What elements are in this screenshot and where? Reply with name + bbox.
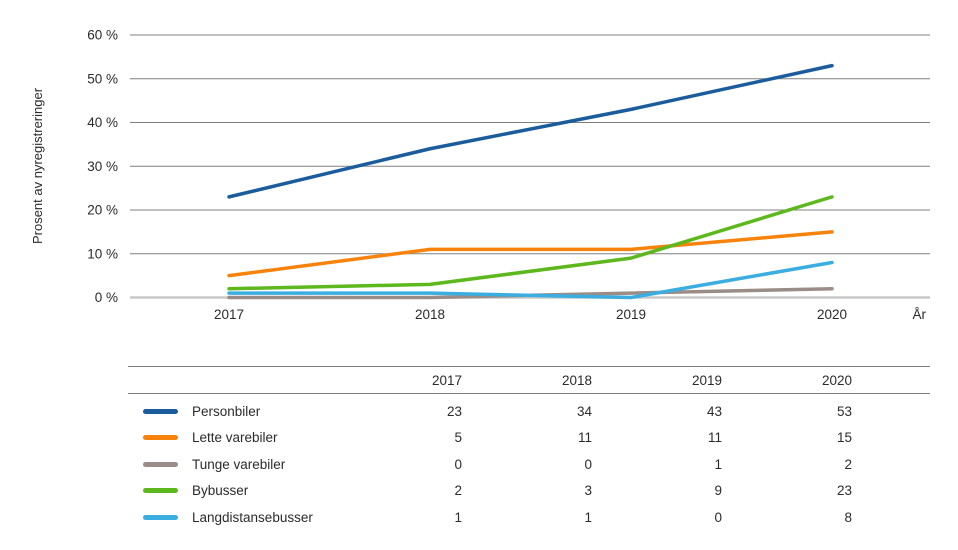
table-header-row: 2017 2018 2019 2020: [128, 366, 930, 394]
series-name-cell: Bybusser: [128, 483, 332, 498]
line-chart: 0 % 10 % 20 % 30 % 40 % 50 % 60 % Prosent av ny…: [30, 28, 930, 322]
value-cell: 2: [844, 456, 852, 472]
y-tick-label: 30 %: [87, 159, 118, 174]
year-header: 2019: [691, 372, 722, 388]
year-header: 2020: [821, 372, 852, 388]
y-tick-label: 10 %: [87, 246, 118, 261]
y-tick-label: 40 %: [87, 115, 118, 130]
x-tick-label: 2017: [214, 307, 244, 322]
legend-swatch: [143, 514, 178, 520]
series-name: Personbiler: [192, 403, 261, 419]
value-cell: 8: [844, 509, 852, 525]
legend-swatch: [143, 461, 178, 467]
x-tick-label: 2020: [817, 307, 847, 322]
year-header: 2017: [431, 372, 462, 388]
y-tick-label: 20 %: [87, 203, 118, 218]
value-cell: 0: [584, 456, 592, 472]
legend-swatch: [143, 488, 178, 494]
legend-table: 2017 2018 2019 2020 Personbiler 23 34 43 53 Lett…: [128, 366, 930, 531]
value-cell: 9: [714, 483, 722, 499]
series-name: Langdistansebusser: [192, 509, 313, 525]
series-name: Bybusser: [192, 483, 249, 499]
value-cell: 34: [576, 403, 592, 419]
value-cell: 23: [446, 403, 462, 419]
table-row: Langdistansebusser 1 1 0 8: [128, 504, 930, 531]
table-row: Tunge varebiler 0 0 1 2: [128, 451, 930, 478]
value-cell: 23: [836, 483, 852, 499]
value-cell: 43: [706, 403, 722, 419]
x-tick-label: 2019: [616, 307, 646, 322]
year-header: 2018: [561, 372, 592, 388]
y-tick-label: 50 %: [87, 71, 118, 86]
y-tick-label: 60 %: [87, 28, 118, 43]
value-cell: 11: [707, 430, 722, 446]
value-cell: 53: [836, 403, 852, 419]
legend-swatch: [143, 408, 178, 414]
x-tick-label: 2018: [415, 307, 445, 322]
value-cell: 11: [577, 430, 592, 446]
series-name-cell: Lette varebiler: [128, 430, 332, 445]
value-cell: 0: [454, 456, 462, 472]
value-cell: 1: [454, 509, 462, 525]
series-line-personbiler: [227, 63, 834, 199]
value-cell: 2: [454, 483, 462, 499]
series-line-bybusser: [227, 195, 834, 291]
value-cell: 3: [584, 483, 592, 499]
table-row: Lette varebiler 5 11 11 15: [128, 425, 930, 452]
series-line-langdistansebusser: [227, 260, 834, 300]
series-name: Lette varebiler: [192, 430, 278, 446]
table-body: Personbiler 23 34 43 53 Lette varebiler 5 11 11 1…: [128, 394, 930, 531]
value-cell: 15: [836, 430, 852, 446]
value-cell: 0: [714, 509, 722, 525]
value-cell: 5: [454, 430, 462, 446]
legend-swatch: [143, 435, 178, 441]
y-tick-label: 0 %: [95, 290, 118, 305]
series-line-lette-varebiler: [227, 230, 834, 278]
value-cell: 1: [584, 509, 592, 525]
series-name-cell: Personbiler: [128, 404, 332, 419]
x-axis-title: År: [913, 307, 927, 322]
series-name-cell: Tunge varebiler: [128, 457, 332, 472]
series-name-cell: Langdistansebusser: [128, 510, 332, 525]
y-axis-title: Prosent av nyregistreringer: [30, 87, 45, 244]
value-cell: 1: [714, 456, 722, 472]
table-row: Personbiler 23 34 43 53: [128, 398, 930, 425]
series-name: Tunge varebiler: [192, 456, 286, 472]
table-row: Bybusser 2 3 9 23: [128, 478, 930, 505]
